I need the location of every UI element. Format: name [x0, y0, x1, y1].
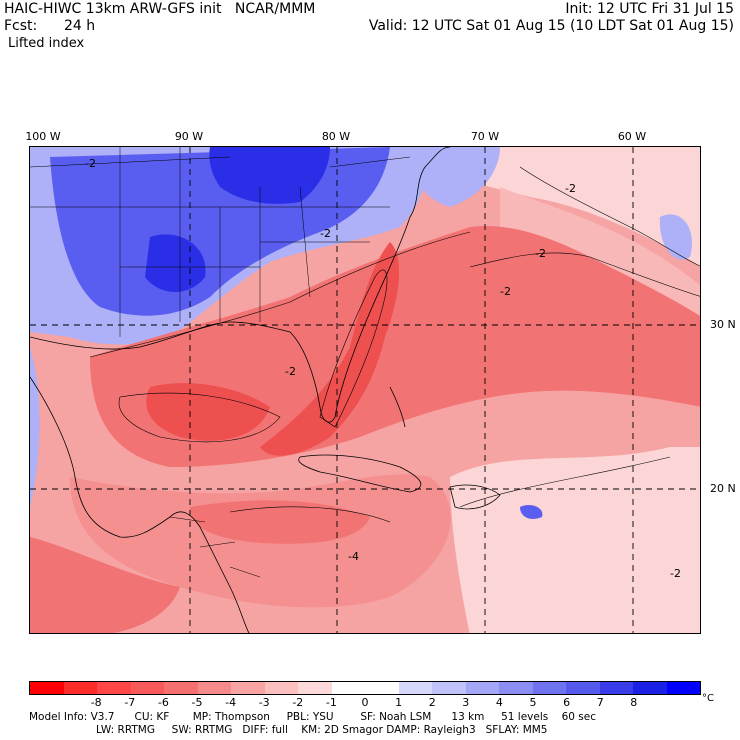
colorbar-segment	[331, 682, 365, 694]
forecast-hour: 24 h	[64, 18, 96, 34]
colorbar-tick-label: 7	[596, 696, 604, 709]
field-blue-deep	[209, 147, 330, 204]
colorbar-tick-label: -1	[325, 696, 337, 709]
valid-time: Valid: 12 UTC Sat 01 Aug 15 (10 LDT Sat …	[368, 18, 734, 34]
colorbar-tick-label: -8	[90, 696, 102, 709]
colorbar-segment	[465, 682, 499, 694]
contour-minus4-caribbean	[229, 506, 391, 523]
contour-label-7: -4	[348, 550, 359, 563]
footer-physics: LW: RRTMG SW: RRTMG DIFF: full KM: 2D Sm…	[96, 724, 548, 736]
field-blue-ne	[400, 147, 500, 207]
lifted-index-map: -2 -2 -2 -2 -2 -2 -4 -2	[29, 146, 701, 634]
lon-label-100w: 100 W	[25, 130, 61, 143]
colorbar-tick-label: -2	[292, 696, 304, 709]
colorbar-segment	[633, 682, 667, 694]
field-red-core-gulf	[146, 383, 270, 441]
colorbar-segment	[264, 682, 298, 694]
colorbar-segment	[666, 682, 700, 694]
field-red-band-south	[30, 537, 180, 633]
colorbar-tick-label: -3	[258, 696, 270, 709]
colorbar-segment	[298, 682, 332, 694]
border-9	[30, 156, 231, 168]
colorbar-segment	[365, 682, 399, 694]
colorbar-segment	[499, 682, 533, 694]
colorbar-segment	[164, 682, 198, 694]
colorbar-tick-label: -4	[225, 696, 237, 709]
lat-label-20n: 20 N	[710, 482, 736, 495]
colorbar-segment	[197, 682, 231, 694]
coastline-gulf	[30, 216, 411, 423]
contours	[89, 166, 700, 523]
colorbar-tick-label: 1	[395, 696, 403, 709]
contour-label-group: -2 -2 -2 -2 -2 -2 -4 -2	[85, 157, 681, 580]
field-name: Lifted index	[8, 36, 85, 51]
border-10	[329, 156, 411, 168]
colorbar-segment	[30, 682, 64, 694]
colorbar-tick-label: 2	[428, 696, 436, 709]
coastline-east	[409, 147, 451, 218]
field-pale-east	[450, 447, 700, 633]
colorbar-segment	[231, 682, 265, 694]
colorbar-tick-label: -7	[124, 696, 136, 709]
forecast-label: Fcst:	[4, 18, 38, 34]
colorbar-tick-label: 3	[462, 696, 470, 709]
contour-label-6: -2	[285, 365, 296, 378]
contour-label-3: -2	[565, 182, 576, 195]
contour-minus2-south	[459, 456, 671, 508]
colorbar-segment	[398, 682, 432, 694]
contour-label-4: -2	[535, 247, 546, 260]
lon-label-90w: 90 W	[174, 130, 204, 143]
colorbar-segment	[63, 682, 97, 694]
coastline-bahamas	[389, 386, 406, 428]
colorbar-tick-label: -6	[157, 696, 169, 709]
colorbar	[29, 681, 701, 695]
colorbar-tick-label: 8	[630, 696, 638, 709]
contour-minus2-gulf	[89, 231, 471, 358]
field-blue-west-coast	[30, 347, 40, 507]
lon-label-60w: 60 W	[617, 130, 647, 143]
init-time: Init: 12 UTC Fri 31 Jul 15	[565, 1, 734, 17]
contour-label-2: -2	[320, 227, 331, 240]
colorbar-tick-label: -5	[191, 696, 203, 709]
colorbar-tick-label: 4	[495, 696, 503, 709]
colorbar-unit: °C	[702, 693, 714, 704]
footer-model-info: Model Info: V3.7 CU: KF MP: Thompson PBL…	[29, 711, 596, 723]
contour-minus4-florida	[319, 269, 388, 428]
contour-label-8: -2	[670, 567, 681, 580]
state-borders	[30, 147, 411, 578]
colorbar-segment	[130, 682, 164, 694]
contour-minus2-north	[519, 166, 700, 267]
colorbar-segment	[97, 682, 131, 694]
lat-label-30n: 30 N	[710, 318, 736, 331]
border-central-america	[169, 516, 261, 578]
contour-minus4-gulf	[118, 392, 281, 443]
coastline-hispaniola	[449, 484, 501, 510]
lon-label-80w: 80 W	[321, 130, 351, 143]
contour-minus2-atlantic	[469, 252, 700, 297]
colorbar-segment	[532, 682, 566, 694]
colorbar-tick-label: 5	[529, 696, 537, 709]
colorbar-segment	[599, 682, 633, 694]
model-title: HAIC-HIWC 13km ARW-GFS init NCAR/MMM	[4, 1, 316, 17]
lon-label-70w: 70 W	[470, 130, 500, 143]
coastlines	[30, 147, 501, 633]
coastline-mexico	[30, 376, 250, 633]
contour-label-5: -2	[500, 285, 511, 298]
colorbar-segment	[432, 682, 466, 694]
coastline-cuba	[298, 454, 422, 493]
field-blue-caribbean	[520, 505, 543, 519]
colorbar-tick-label: 6	[563, 696, 571, 709]
contour-label-1: -2	[85, 157, 96, 170]
field-red-core	[260, 242, 400, 456]
colorbar-segment	[566, 682, 600, 694]
map-canvas: -2 -2 -2 -2 -2 -2 -4 -2	[30, 147, 700, 633]
colorbar-tick-label: 0	[361, 696, 369, 709]
